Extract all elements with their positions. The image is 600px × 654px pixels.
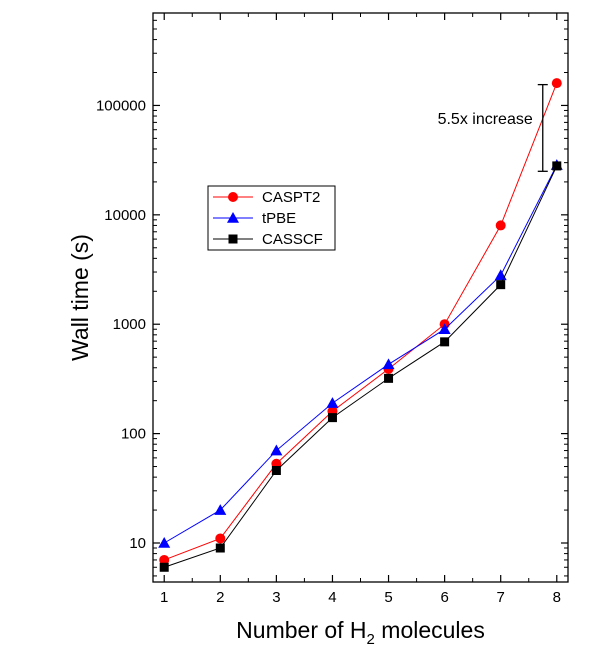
x-tick-label: 2 <box>216 589 224 606</box>
data-point-caspt2 <box>215 533 226 544</box>
data-point-caspt2 <box>495 220 506 231</box>
data-point-tpbe <box>438 323 451 335</box>
series-line-caspt2 <box>164 82 558 561</box>
legend-label-tpbe: tPBE <box>262 210 296 227</box>
data-point-casscf <box>440 337 450 347</box>
x-tick-label: 1 <box>160 589 168 606</box>
data-point-casscf <box>327 413 337 423</box>
legend-label-casscf: CASSCF <box>262 231 323 248</box>
y-tick-label: 100000 <box>96 97 146 114</box>
x-axis-title: Number of H2 molecules <box>236 617 485 648</box>
data-point-casscf <box>552 161 562 171</box>
data-point-tpbe <box>326 397 339 408</box>
increase-annotation: 5.5x increase <box>438 111 533 128</box>
data-point-casscf <box>384 373 394 383</box>
data-point-tpbe <box>214 504 227 515</box>
plot-area-frame <box>152 12 569 583</box>
data-point-tpbe <box>158 536 171 548</box>
series-line-tpbe <box>163 164 558 544</box>
legend-marker-caspt2 <box>228 192 238 202</box>
series-caspt2 <box>159 78 562 565</box>
legend-label-caspt2: CASPT2 <box>262 189 320 206</box>
legend: CASPT2 tPBE CASSCF <box>207 185 336 251</box>
legend-marker-tpbe <box>227 212 239 223</box>
data-point-tpbe <box>382 358 395 370</box>
series-line-casscf <box>164 165 558 568</box>
x-tick-label: 3 <box>272 589 280 606</box>
annotation: 5.5x increase <box>438 83 548 172</box>
x-tick-label: 5 <box>384 589 392 606</box>
x-tick-label: 8 <box>553 589 561 606</box>
data-series <box>158 78 563 572</box>
x-tick-label: 6 <box>440 589 448 606</box>
data-point-caspt2 <box>159 554 170 565</box>
x-axis-title-suffix: molecules <box>375 617 485 643</box>
data-point-casscf <box>159 562 169 572</box>
legend-marker-casscf <box>228 234 238 244</box>
x-axis-title-subscript: 2 <box>367 631 375 648</box>
x-tick-label: 7 <box>497 589 505 606</box>
y-axis-title: Wall time (s) <box>67 234 93 361</box>
data-point-tpbe <box>270 444 283 456</box>
axis-ticks: 1 2 3 4 5 6 7 8 10 100 1000 10000 100000 <box>96 13 568 606</box>
y-tick-label: 10 <box>129 535 146 552</box>
data-point-casscf <box>215 543 225 553</box>
series-casscf <box>159 161 562 572</box>
y-tick-label: 100 <box>121 426 146 443</box>
x-axis-title-main: Number of H <box>236 617 366 643</box>
y-tick-label: 10000 <box>104 207 146 224</box>
axes <box>152 12 569 583</box>
data-point-casscf <box>271 465 281 475</box>
x-tick-label: 4 <box>328 589 336 606</box>
data-point-caspt2 <box>551 78 562 89</box>
data-point-casscf <box>496 280 506 290</box>
y-tick-label: 1000 <box>113 316 146 333</box>
